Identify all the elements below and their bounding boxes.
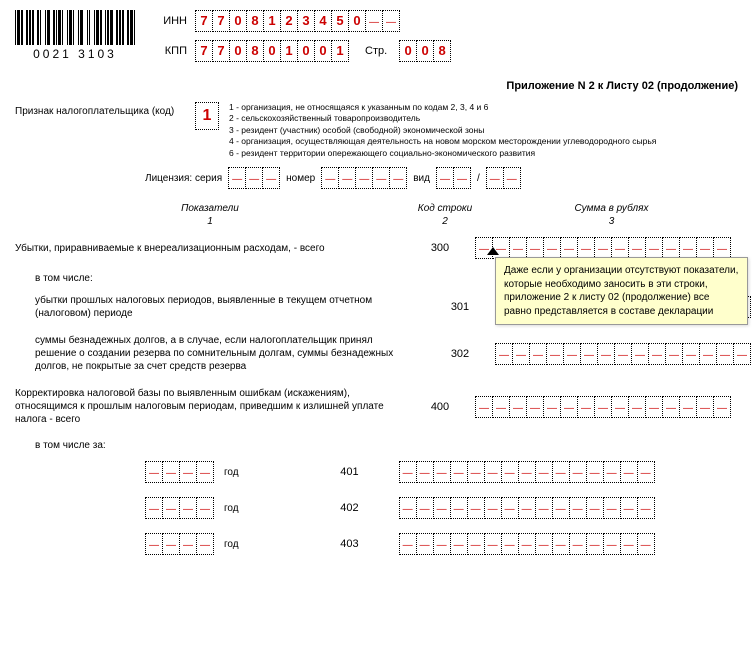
section-title: Приложение N 2 к Листу 02 (продолжение) — [15, 80, 738, 92]
kpp-cells: 770801001 — [195, 40, 349, 62]
callout-arrow-icon — [487, 247, 499, 255]
sum-cells — [495, 343, 751, 365]
table-row: суммы безнадежных долгов, а в случае, ес… — [15, 334, 738, 373]
barcode-number: 0021 3103 — [15, 47, 135, 61]
table-row: Убытки, приравниваемые к внереализационн… — [15, 237, 738, 259]
year-row: год403 — [15, 533, 738, 555]
row-code: 400 — [405, 401, 475, 413]
row-code: 300 — [405, 242, 475, 254]
sum-cells — [475, 396, 738, 418]
including-for-label: в том числе за: — [35, 440, 738, 451]
inn-cells: 7708123450 — [195, 10, 400, 32]
license-number-cells — [321, 167, 407, 189]
taxpayer-sign-value: 1 — [195, 102, 219, 130]
license-type-cells-a — [436, 167, 471, 189]
row-code: 302 — [425, 348, 495, 360]
row-desc: суммы безнадежных долгов, а в случае, ес… — [15, 334, 425, 373]
license-series-label: Лицензия: серия — [145, 173, 222, 184]
license-type-label: вид — [413, 173, 430, 184]
inn-label: ИНН — [155, 15, 187, 27]
callout-note: Даже если у организации отсутствуют пока… — [495, 257, 748, 325]
row-code: 301 — [425, 301, 495, 313]
page-cells: 008 — [399, 40, 451, 62]
col-num-1: 1 — [15, 216, 405, 227]
slash: / — [477, 173, 480, 184]
row-desc: Убытки, приравниваемые к внереализационн… — [15, 242, 405, 255]
barcode: 0021 3103 — [15, 10, 135, 61]
license-series-cells — [228, 167, 280, 189]
codes-legend: 1 - организация, не относящаяся к указан… — [229, 102, 656, 159]
col-header-1: Показатели — [15, 203, 405, 214]
year-row: год402 — [15, 497, 738, 519]
license-number-label: номер — [286, 173, 315, 184]
taxpayer-sign-label: Признак налогоплательщика (код) — [15, 102, 185, 117]
col-header-3: Сумма в рублях — [485, 203, 738, 214]
page-label: Стр. — [365, 45, 387, 57]
col-header-2: Код строки — [405, 203, 485, 214]
col-num-3: 3 — [485, 216, 738, 227]
license-type-cells-b — [486, 167, 521, 189]
sum-cells — [475, 237, 738, 259]
row-desc: Корректировка налоговой базы по выявленн… — [15, 387, 405, 426]
kpp-label: КПП — [155, 45, 187, 57]
table-row: Корректировка налоговой базы по выявленн… — [15, 387, 738, 426]
col-num-2: 2 — [405, 216, 485, 227]
year-row: год401 — [15, 461, 738, 483]
row-desc: убытки прошлых налоговых периодов, выявл… — [15, 294, 425, 320]
